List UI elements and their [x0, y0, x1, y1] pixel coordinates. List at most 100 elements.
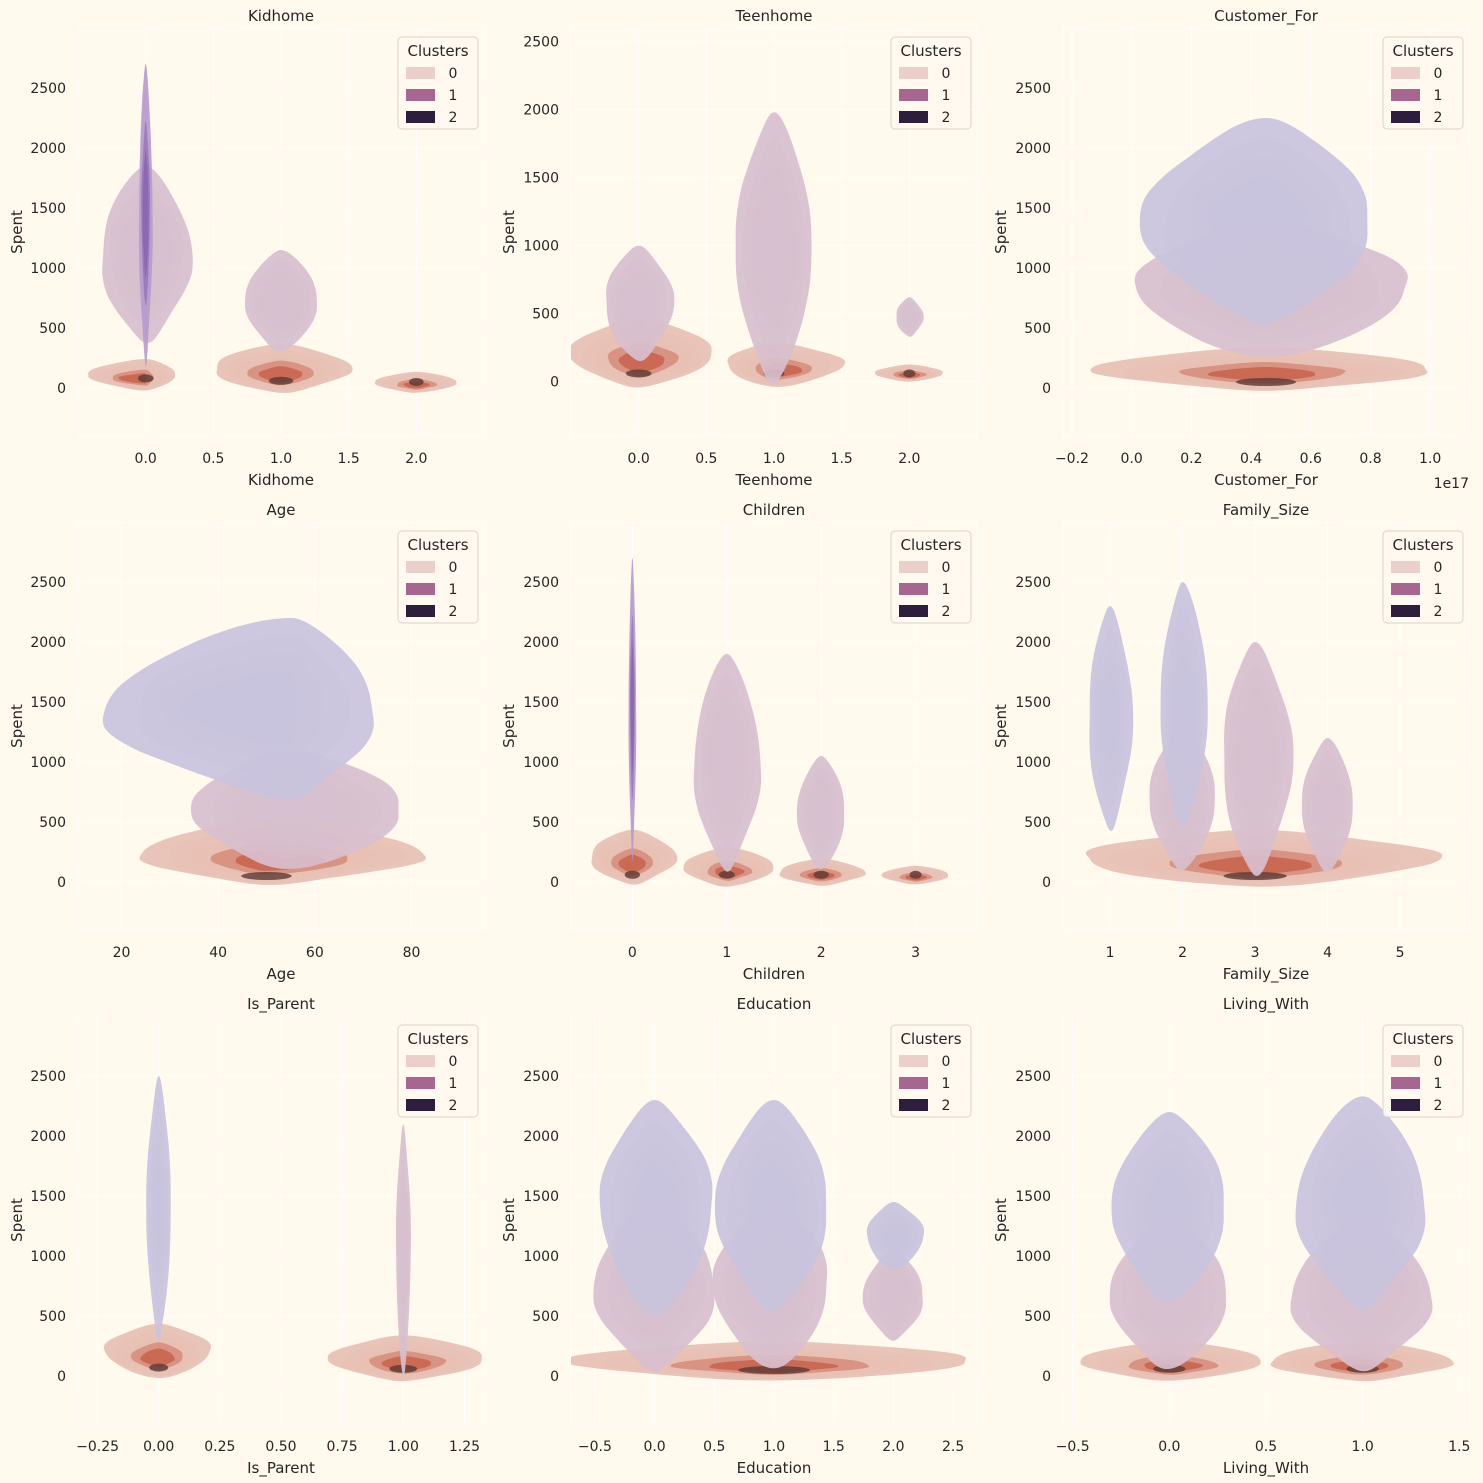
- legend-swatch-1: [899, 89, 928, 101]
- legend-label-0: 0: [1434, 1054, 1443, 1070]
- legend-swatch-2: [406, 111, 435, 123]
- y-tick-label: 2500: [523, 1069, 559, 1085]
- y-tick-label: 1500: [30, 1189, 66, 1205]
- legend-swatch-0: [1391, 561, 1420, 573]
- legend-label-1: 1: [449, 1076, 458, 1092]
- y-tick-label: 500: [39, 321, 66, 337]
- axes-frame: [1062, 1015, 1470, 1425]
- subplot-is-parent: −0.25 0.00 0.25 0.50 0.75 1.00 1.25 0 500 1000 150…: [8, 995, 485, 1478]
- density-contour-cluster-1: [898, 301, 921, 333]
- y-tick-label: 0: [550, 1369, 559, 1385]
- density-contour-cluster-2: [138, 64, 153, 367]
- density-contour-cluster-1: [1133, 1148, 1204, 1269]
- x-tick-label: 0.0: [1121, 451, 1143, 467]
- y-tick-label: 0: [550, 875, 559, 891]
- legend-label-2: 2: [1434, 110, 1443, 126]
- legend-label-0: 0: [449, 66, 458, 82]
- subplot-title: Customer_For: [1214, 7, 1319, 26]
- y-tick-label: 1500: [30, 695, 66, 711]
- density-contour-cluster-1: [1139, 118, 1368, 324]
- x-tick-label: 1: [1106, 945, 1115, 961]
- legend-label-2: 2: [449, 110, 458, 126]
- legend-swatch-0: [899, 67, 928, 79]
- y-tick-label: 1500: [1015, 201, 1051, 217]
- x-tick-label: 0.75: [327, 1439, 358, 1455]
- density-contour-cluster-1: [712, 715, 741, 808]
- legend-label-2: 2: [449, 604, 458, 620]
- legend-swatch-2: [1391, 1099, 1420, 1111]
- x-tick-label: 0: [628, 945, 637, 961]
- legend-box: [397, 36, 479, 130]
- density-contour-cluster-1: [693, 654, 762, 872]
- y-tick-label: 0: [1042, 1369, 1051, 1385]
- subplot-age: 20 40 60 8005001000150020002500AgeAgeSpentC…: [8, 501, 485, 983]
- density-contour-cluster-1: [880, 1275, 907, 1314]
- legend-label-2: 2: [1434, 1098, 1443, 1114]
- kde-layer: [571, 1100, 966, 1381]
- density-peak-cluster-0: [909, 870, 922, 879]
- legend-swatch-1: [1391, 583, 1420, 595]
- legend-label-0: 0: [1434, 560, 1443, 576]
- density-contour-cluster-1: [1169, 628, 1200, 783]
- y-tick-label: 2500: [1015, 1069, 1051, 1085]
- y-tick-label: 1500: [523, 171, 559, 187]
- legend-title: Clusters: [900, 536, 961, 554]
- density-contour-cluster-1: [882, 1221, 907, 1252]
- x-tick-label: 2.5: [942, 1439, 964, 1455]
- density-contour-cluster-0: [118, 373, 146, 384]
- density-contour-cluster-1: [1311, 1116, 1416, 1289]
- legend: Clusters 0 1 2: [397, 530, 479, 624]
- y-tick-label: 2500: [30, 1069, 66, 1085]
- legend-swatch-0: [1391, 1055, 1420, 1067]
- kde-layer: [1080, 1096, 1454, 1382]
- y-tick-label: 2000: [1015, 1129, 1051, 1145]
- x-tick-label: 0.5: [703, 1439, 725, 1455]
- subplot-living-with: −0.5 0.0 0.5 1.0 1.5 0 500 1000 1500 2000 2500 Livi…: [992, 995, 1470, 1478]
- legend-label-0: 0: [942, 66, 951, 82]
- legend-title: Clusters: [1392, 42, 1453, 60]
- x-tick-label: 0.50: [265, 1439, 296, 1455]
- subplot-title: Teenhome: [734, 7, 812, 25]
- legend-swatch-2: [899, 605, 928, 617]
- legend-label-2: 2: [942, 604, 951, 620]
- y-axis-label: Spent: [8, 1198, 26, 1242]
- x-axis-label: Children: [743, 965, 805, 983]
- x-tick-label: 2: [817, 945, 826, 961]
- y-tick-label: 2000: [523, 635, 559, 651]
- legend-title: Clusters: [407, 536, 468, 554]
- density-contour-cluster-0: [1207, 367, 1316, 382]
- density-peak-cluster-0: [1223, 872, 1287, 880]
- x-tick-label: 80: [403, 945, 421, 961]
- y-tick-label: 2000: [30, 141, 66, 157]
- density-contour-cluster-1: [1096, 648, 1124, 787]
- x-tick-label: 0.25: [204, 1439, 235, 1455]
- density-contour-cluster-1: [266, 279, 298, 324]
- x-axis-label: Customer_For: [1214, 471, 1319, 490]
- density-contour-cluster-1: [158, 652, 324, 764]
- density-contour-cluster-1: [1123, 1130, 1215, 1286]
- density-contour-cluster-1: [400, 1196, 407, 1307]
- legend-swatch-2: [1391, 111, 1420, 123]
- y-axis-label: Spent: [500, 704, 518, 748]
- density-contour-cluster-1: [1111, 1112, 1224, 1303]
- legend-title: Clusters: [407, 42, 468, 60]
- density-contour-cluster-1: [1100, 670, 1120, 767]
- kde-layer: [103, 1076, 482, 1382]
- density-contour-cluster-2: [629, 586, 636, 831]
- density-contour-cluster-1: [1164, 137, 1352, 305]
- legend-swatch-0: [406, 561, 435, 573]
- axes-frame: [570, 1015, 978, 1425]
- x-tick-label: 4: [1323, 945, 1332, 961]
- density-contour-cluster-0: [258, 366, 303, 383]
- density-contour-cluster-1: [796, 756, 845, 870]
- y-axis-label: Spent: [992, 210, 1010, 254]
- legend-label-1: 1: [942, 88, 951, 104]
- x-axis-label: Education: [737, 1459, 812, 1477]
- y-tick-label: 2000: [30, 635, 66, 651]
- y-tick-label: 1500: [523, 1189, 559, 1205]
- subplot-customer-for: −0.2 0.0 0.2 0.4 0.6 0.8 1.0 0 500 1000 1500 2000 25…: [992, 7, 1470, 492]
- density-contour-cluster-1: [896, 297, 924, 337]
- y-tick-label: 2000: [30, 1129, 66, 1145]
- density-contour-cluster-1: [1160, 582, 1208, 828]
- axes-frame: [1062, 27, 1470, 437]
